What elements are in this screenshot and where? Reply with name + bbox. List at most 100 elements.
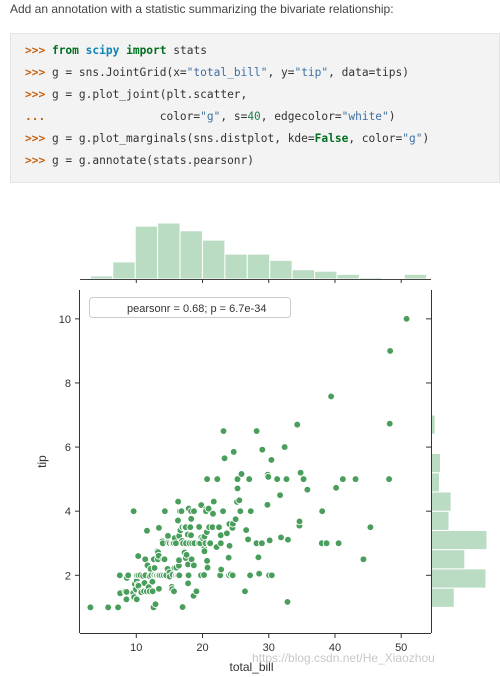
x-marginal-bar [291, 269, 316, 280]
scatter-point [231, 515, 240, 524]
scatter-point [386, 347, 394, 355]
x-marginal-bar [269, 259, 293, 280]
scatter-point [132, 595, 141, 604]
scatter-point [195, 523, 203, 531]
code-block: >>> from scipy import stats >>> g = sns.J… [10, 33, 500, 183]
code-token: ... [25, 110, 52, 123]
code-token: g = g.plot_joint(plt.scatter, [51, 88, 248, 101]
scatter-point [277, 533, 285, 542]
x-tick-label: 10 [130, 642, 142, 654]
scatter-point [175, 556, 183, 565]
scatter-point [366, 523, 375, 532]
scatter-point [318, 507, 327, 516]
intro-text: Add an annotation with a statistic summa… [10, 2, 394, 16]
scatter-point [164, 532, 172, 540]
scatter-point [228, 571, 237, 580]
code-line: >>> g = g.annotate(stats.pearsonr) [25, 154, 254, 167]
scatter-point [385, 419, 394, 428]
scatter-point [237, 470, 246, 478]
y-marginal-bar [430, 452, 442, 474]
code-token: scipy [85, 44, 120, 57]
watermark-text: https://blog.csdn.net/He_Xiaozhou [252, 651, 435, 665]
scatter-point [223, 529, 231, 538]
scatter-point [170, 587, 178, 596]
scatter-point [184, 571, 193, 580]
x-axis-label: total_bill [229, 660, 273, 674]
scatter-point [203, 475, 211, 483]
y-marginal-bar [430, 529, 488, 551]
scatter-point [283, 598, 292, 606]
scatter-point [216, 539, 225, 548]
scatter-point [134, 552, 143, 560]
scatter-point [203, 563, 212, 572]
scatter-point [143, 526, 151, 535]
y-tick-label: 10 [59, 314, 71, 326]
x-marginal-bar [224, 253, 248, 280]
scatter-point [385, 475, 393, 483]
scatter-point [203, 557, 211, 565]
code-token: import [126, 44, 167, 57]
x-marginal-bar [201, 239, 226, 280]
code-token: False [314, 132, 349, 145]
scatter-point [402, 315, 411, 323]
scatter-point [334, 539, 343, 548]
code-line: ... color="g", s=40, edgecolor="white") [25, 110, 396, 123]
code-token: g = g.annotate(stats.pearsonr) [51, 154, 255, 167]
x-marginal-bar [112, 261, 136, 280]
code-line: >>> g = sns.JointGrid(x="total_bill", y=… [25, 66, 409, 79]
scatter-point [150, 564, 159, 572]
y-tick-label: 6 [65, 442, 71, 454]
code-token: ) [422, 132, 430, 145]
scatter-point [160, 555, 169, 564]
scatter-point [224, 553, 233, 562]
scatter-point [104, 603, 112, 612]
code-token: "tip" [294, 66, 329, 79]
y-marginal-bar [430, 472, 440, 493]
scatter-point [129, 507, 138, 516]
scatter-point [219, 507, 227, 516]
scatter-point [242, 526, 251, 534]
scatter-point [339, 475, 347, 483]
scatter-point [189, 561, 198, 570]
code-line: >>> g = g.plot_marginals(sns.distplot, k… [25, 132, 429, 145]
scatter-point [122, 595, 131, 604]
scatter-point [359, 555, 368, 564]
code-token: from [51, 44, 79, 57]
scatter-point [155, 524, 163, 532]
scatter-point [235, 496, 244, 505]
scatter-point [229, 448, 238, 456]
scatter-point [246, 571, 254, 580]
scatter-point [299, 475, 308, 483]
scatter-point [155, 584, 163, 593]
code-token: >>> [25, 154, 52, 167]
scatter-point [284, 535, 292, 544]
scatter-point [258, 445, 267, 454]
scatter-point [303, 485, 312, 494]
scatter-point [280, 443, 289, 451]
scatter-point [273, 475, 282, 483]
scatter-point [187, 515, 196, 523]
code-token: , data=tips) [328, 66, 409, 79]
x-tick-label: 40 [329, 642, 341, 654]
code-token: 40 [247, 110, 261, 123]
scatter-point [236, 507, 245, 516]
scatter-point [246, 507, 255, 516]
scatter-point [148, 577, 157, 586]
x-marginal-bar [314, 270, 338, 280]
scatter-point [245, 475, 254, 483]
code-token: g = sns.JointGrid(x= [51, 66, 187, 79]
code-token: , edgecolor= [260, 110, 342, 123]
x-marginal-bar [403, 273, 428, 280]
scatter-point [267, 571, 276, 580]
scatter-point [204, 504, 213, 513]
y-marginal-bar [430, 587, 455, 608]
x-tick-label: 30 [263, 642, 275, 654]
scatter-point [327, 392, 335, 401]
x-marginal-bar [157, 222, 181, 280]
scatter-point [175, 571, 184, 580]
x-marginal-bar [89, 275, 114, 280]
scatter-point [200, 547, 209, 556]
code-token: >>> [25, 88, 52, 101]
scatter-point [115, 571, 124, 580]
scatter-point [258, 539, 266, 548]
